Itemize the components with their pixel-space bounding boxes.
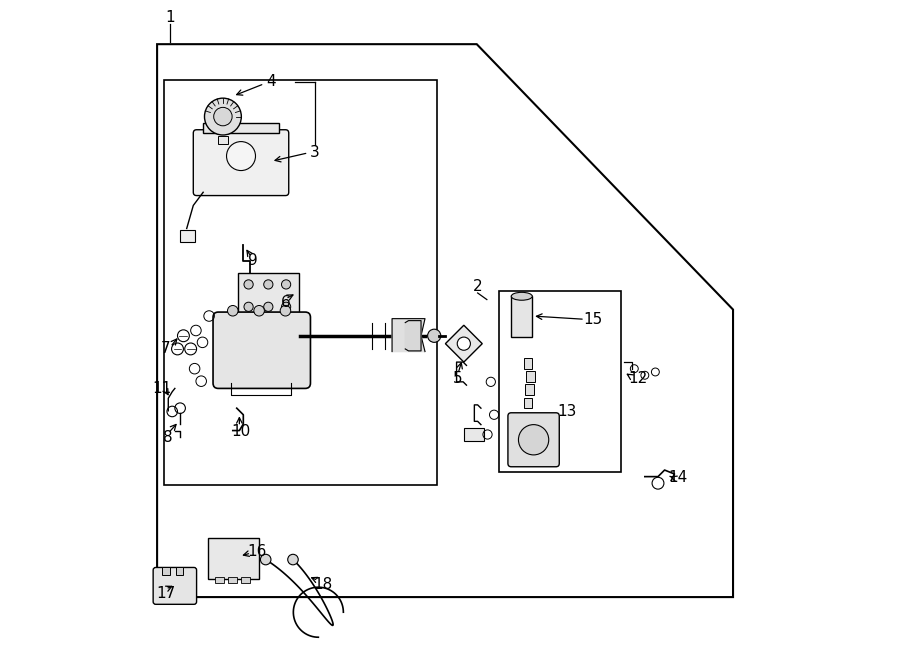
Text: 1: 1	[166, 11, 176, 25]
Text: 16: 16	[248, 544, 266, 559]
Circle shape	[254, 305, 265, 316]
Text: 11: 11	[152, 381, 171, 396]
FancyBboxPatch shape	[508, 412, 559, 467]
Bar	[524, 398, 532, 408]
FancyBboxPatch shape	[153, 567, 196, 604]
Bar	[229, 576, 237, 583]
Circle shape	[244, 302, 253, 311]
Bar	[203, 123, 279, 133]
Circle shape	[282, 280, 291, 289]
Text: 7: 7	[161, 342, 170, 356]
Bar	[525, 385, 534, 395]
Bar	[176, 567, 183, 575]
Text: 15: 15	[583, 312, 602, 327]
Bar	[180, 230, 194, 242]
Polygon shape	[158, 44, 733, 597]
Circle shape	[204, 98, 241, 135]
Text: 14: 14	[669, 470, 688, 485]
Bar	[215, 576, 223, 583]
FancyBboxPatch shape	[213, 312, 310, 389]
Text: 4: 4	[266, 74, 275, 89]
Circle shape	[518, 424, 549, 455]
Bar	[524, 358, 532, 369]
Circle shape	[260, 555, 271, 565]
Circle shape	[457, 337, 471, 350]
Text: 6: 6	[281, 295, 291, 311]
Bar	[241, 576, 250, 583]
Circle shape	[244, 280, 253, 289]
Bar	[238, 272, 299, 317]
Bar	[500, 291, 621, 472]
Circle shape	[227, 141, 256, 171]
Circle shape	[264, 302, 273, 311]
Text: 10: 10	[231, 424, 250, 439]
Text: 18: 18	[313, 577, 333, 592]
Text: 13: 13	[557, 404, 576, 419]
Circle shape	[228, 305, 238, 316]
Text: 2: 2	[472, 279, 482, 294]
Circle shape	[288, 555, 298, 565]
Text: 17: 17	[156, 586, 176, 602]
Bar	[464, 428, 484, 441]
Bar	[526, 371, 535, 382]
Circle shape	[280, 305, 291, 316]
Polygon shape	[446, 325, 482, 362]
Text: 5: 5	[453, 371, 463, 386]
Circle shape	[213, 107, 232, 126]
Polygon shape	[405, 321, 421, 351]
Bar	[164, 81, 436, 485]
Text: 9: 9	[248, 253, 257, 268]
FancyBboxPatch shape	[194, 130, 289, 196]
Bar	[209, 538, 259, 578]
Bar	[218, 136, 229, 144]
Bar	[162, 567, 169, 575]
Bar	[511, 296, 532, 337]
Polygon shape	[392, 319, 425, 352]
Circle shape	[264, 280, 273, 289]
Circle shape	[282, 302, 291, 311]
Circle shape	[428, 329, 441, 342]
Text: 12: 12	[628, 371, 647, 386]
Text: 3: 3	[310, 145, 320, 160]
Ellipse shape	[511, 292, 532, 300]
Text: 8: 8	[164, 430, 173, 446]
